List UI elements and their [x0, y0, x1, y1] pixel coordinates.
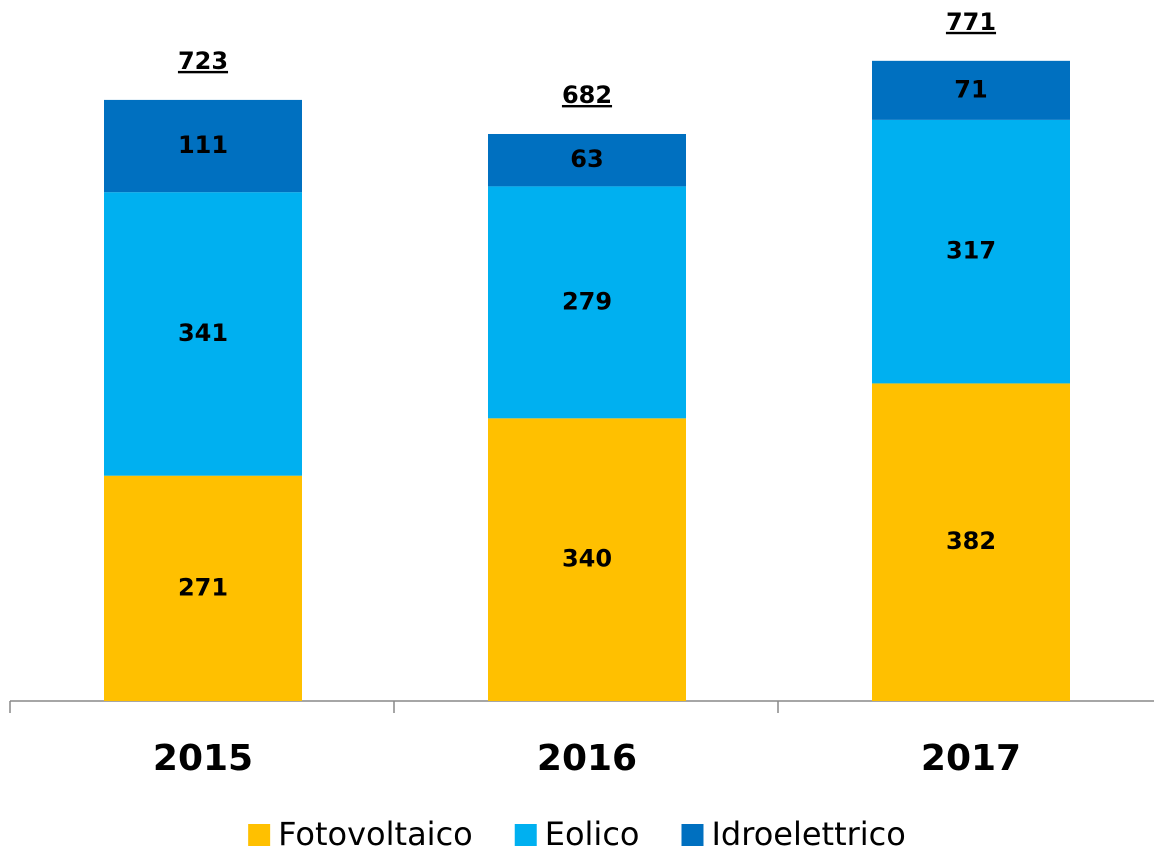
- bar-segment: [488, 133, 686, 187]
- data-label: 340: [562, 545, 612, 573]
- legend-swatch: [514, 824, 537, 846]
- legend-label: Idroelettrico: [711, 815, 905, 852]
- data-label: 279: [562, 287, 612, 315]
- x-tick-label: 2015: [153, 738, 253, 779]
- bar-segment: [104, 192, 302, 476]
- data-label: 71: [954, 75, 987, 103]
- data-label: 63: [570, 145, 603, 173]
- data-label: 271: [178, 573, 228, 601]
- data-label: 382: [946, 527, 996, 555]
- x-tick-label: 2017: [921, 738, 1021, 779]
- legend-label: Eolico: [545, 815, 640, 852]
- total-label: 723: [178, 47, 228, 75]
- data-label: 317: [946, 237, 996, 265]
- bar-segment: [104, 475, 302, 701]
- x-tick-label: 2016: [537, 738, 637, 779]
- bar-segment: [488, 186, 686, 419]
- bar-segment: [104, 99, 302, 193]
- data-label: 111: [178, 131, 228, 159]
- legend-label: Fotovoltaico: [278, 815, 473, 852]
- legend-swatch: [248, 824, 271, 846]
- bar-segment: [488, 418, 686, 701]
- bar-segment: [872, 119, 1070, 384]
- data-label: 341: [178, 319, 228, 347]
- total-label: 771: [946, 8, 996, 36]
- legend-swatch: [681, 824, 704, 846]
- bar-segment: [872, 60, 1070, 120]
- bar-segment: [872, 383, 1070, 701]
- total-label: 682: [562, 81, 612, 109]
